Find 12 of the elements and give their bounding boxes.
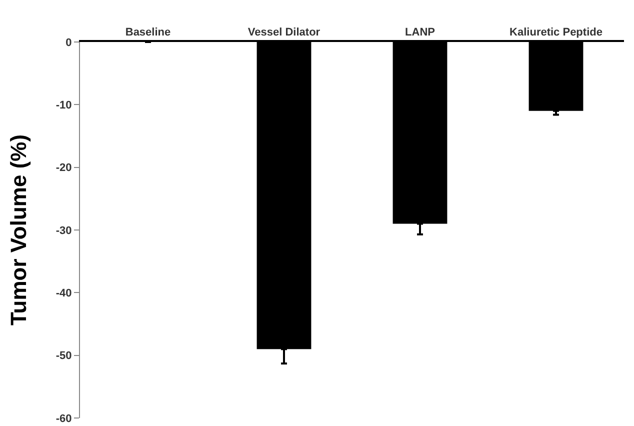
x-tick-label: Baseline — [125, 26, 171, 39]
y-tick-label: 0 — [66, 36, 72, 49]
y-tick-label: -20 — [56, 162, 72, 174]
y-tick-label: -50 — [56, 350, 72, 362]
x-tick-label: Vessel Dilator — [248, 26, 321, 39]
x-tick-label: LANP — [405, 26, 435, 39]
y-tick-label: -60 — [56, 412, 72, 425]
y-tick-label: -10 — [56, 100, 72, 112]
y-tick-label: -30 — [56, 224, 72, 237]
y-tick-label: -40 — [56, 288, 72, 300]
x-tick-label: Kaliuretic Peptide — [510, 26, 602, 39]
y-axis-title: Tumor Volume (%) — [6, 134, 31, 326]
